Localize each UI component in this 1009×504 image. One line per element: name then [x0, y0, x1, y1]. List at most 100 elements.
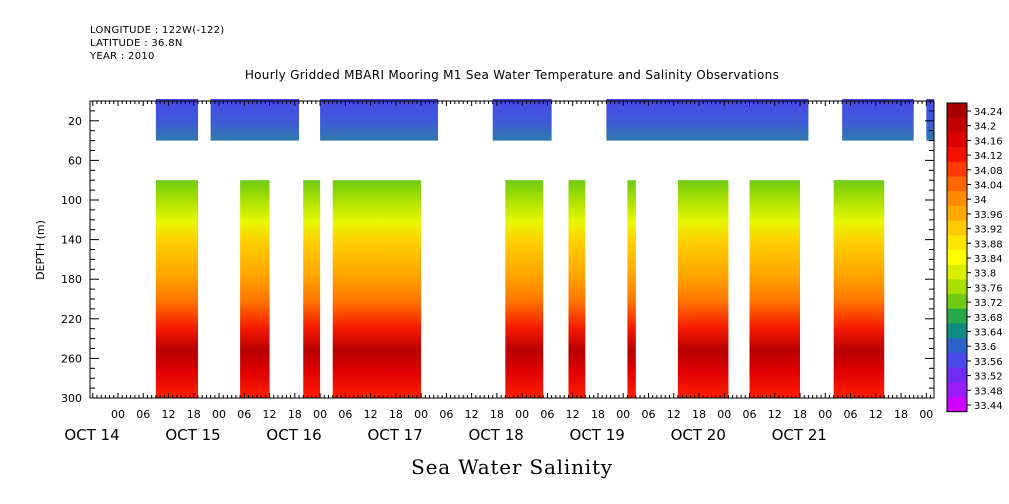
x-hour-label: 06	[844, 408, 858, 421]
colorbar-label: 33.44	[974, 401, 1003, 412]
surface-segment	[842, 98, 914, 141]
deep-segment	[627, 180, 636, 398]
x-hour-label: 12	[263, 408, 277, 421]
colorbar-label: 34.2	[974, 122, 996, 133]
colorbar-swatch	[947, 235, 967, 251]
x-hour-label: 00	[616, 408, 630, 421]
deep-segment	[677, 180, 729, 398]
colorbar-swatch	[947, 279, 967, 295]
y-axis-title: DEPTH (m)	[34, 220, 47, 280]
colorbar-swatch	[947, 161, 967, 177]
colorbar-label: 34.16	[974, 136, 1003, 147]
colorbar-label: 34.24	[974, 107, 1003, 118]
x-axis: 00 06 12 18 00 06 12 18 00 06 12 18 00 06 12 18 00 06 12 18…	[64, 101, 933, 444]
colorbar-swatch	[947, 250, 967, 265]
colorbar-swatch	[947, 294, 967, 310]
colorbar-label: 34.04	[974, 181, 1003, 192]
x-hour-label: 00	[818, 408, 832, 421]
colorbar: 34.24 34.2 34.16 34.12 34.08 34.04 34 33.96 33.9…	[946, 102, 1003, 413]
x-hour-label: 00	[717, 408, 731, 421]
deep-segment	[749, 180, 801, 398]
x-hour-label: 06	[338, 408, 352, 421]
x-day-label: OCT 18	[469, 426, 524, 444]
x-axis-title: Sea Water Salinity	[411, 455, 613, 479]
x-hour-label: 18	[187, 408, 201, 421]
y-tick-label: 300	[61, 392, 82, 405]
x-day-label: OCT 21	[772, 426, 827, 444]
x-hour-label: 00	[212, 408, 226, 421]
latitude-label: LATITUDE : 36.8N	[90, 38, 183, 49]
x-day-label: OCT 19	[570, 426, 625, 444]
x-hour-label: 18	[490, 408, 504, 421]
chart-title: Hourly Gridded MBARI Mooring M1 Sea Wate…	[244, 68, 780, 82]
x-hour-label: 06	[641, 408, 655, 421]
x-hour-label: 00	[111, 408, 125, 421]
x-hour-label: 06	[136, 408, 150, 421]
x-day-label: OCT 20	[671, 426, 726, 444]
colorbar-swatch	[947, 191, 967, 207]
colorbar-label: 33.52	[974, 372, 1003, 383]
x-day-label: OCT 16	[266, 426, 321, 444]
y-tick-label: 60	[68, 154, 82, 167]
x-hour-label: 00	[313, 408, 327, 421]
x-hour-label: 18	[288, 408, 302, 421]
colorbar-label: 33.92	[974, 225, 1003, 236]
colorbar-label: 34.08	[974, 166, 1003, 177]
y-tick-label: 220	[61, 313, 82, 326]
colorbar-label: 33.96	[974, 210, 1003, 221]
colorbar-label: 34	[974, 195, 987, 206]
surface-segment	[926, 98, 934, 141]
surface-segment	[606, 98, 809, 141]
colorbar-swatch	[947, 132, 967, 148]
x-hour-label: 12	[465, 408, 479, 421]
colorbar-swatch	[947, 308, 967, 324]
x-hour-label: 12	[364, 408, 378, 421]
colorbar-label: 33.72	[974, 298, 1003, 309]
colorbar-swatch	[947, 367, 967, 383]
colorbar-swatch	[947, 352, 967, 368]
colorbar-swatch	[947, 147, 967, 163]
x-hour-label: 12	[162, 408, 176, 421]
x-day-label: OCT 15	[165, 426, 220, 444]
x-hour-label: 00	[515, 408, 529, 421]
deep-segment	[332, 180, 422, 398]
y-tick-label: 140	[61, 234, 82, 247]
surface-segment	[155, 98, 198, 141]
colorbar-swatch	[947, 382, 967, 398]
x-hour-label: 18	[389, 408, 403, 421]
x-hour-label: 18	[894, 408, 908, 421]
year-label: YEAR : 2010	[90, 51, 155, 62]
colorbar-label: 33.68	[974, 313, 1003, 324]
x-hour-label: 12	[768, 408, 782, 421]
x-hour-label: 12	[566, 408, 580, 421]
colorbar-swatch	[947, 338, 967, 354]
y-axis: 20 60 100 140 180 220 260 300	[61, 100, 934, 405]
y-tick-label: 180	[61, 273, 82, 286]
colorbar-swatch	[947, 103, 967, 118]
colorbar-swatch	[947, 220, 967, 236]
x-hour-label: 06	[439, 408, 453, 421]
colorbar-swatch	[947, 205, 967, 221]
colorbar-label: 33.48	[974, 386, 1003, 397]
deep-segment	[505, 180, 544, 398]
y-tick-label: 20	[68, 115, 82, 128]
colorbar-swatch	[947, 176, 967, 192]
x-hour-label: 18	[591, 408, 605, 421]
y-tick-label: 260	[61, 352, 82, 365]
deep-segment	[303, 180, 321, 398]
deep-segment	[833, 180, 885, 398]
x-hour-label: 18	[692, 408, 706, 421]
colorbar-label: 33.8	[974, 269, 996, 280]
longitude-label: LONGITUDE : 122W(-122)	[90, 25, 225, 36]
colorbar-label: 34.12	[974, 151, 1003, 162]
x-hour-label: 12	[869, 408, 883, 421]
y-tick-label: 100	[61, 194, 82, 207]
colorbar-label: 33.56	[974, 357, 1003, 368]
colorbar-label: 33.76	[974, 283, 1003, 294]
x-hour-label: 00	[414, 408, 428, 421]
x-hour-label: 06	[237, 408, 251, 421]
x-hour-label: 00	[919, 408, 933, 421]
colorbar-label: 33.88	[974, 239, 1003, 250]
surface-segment	[320, 98, 438, 141]
